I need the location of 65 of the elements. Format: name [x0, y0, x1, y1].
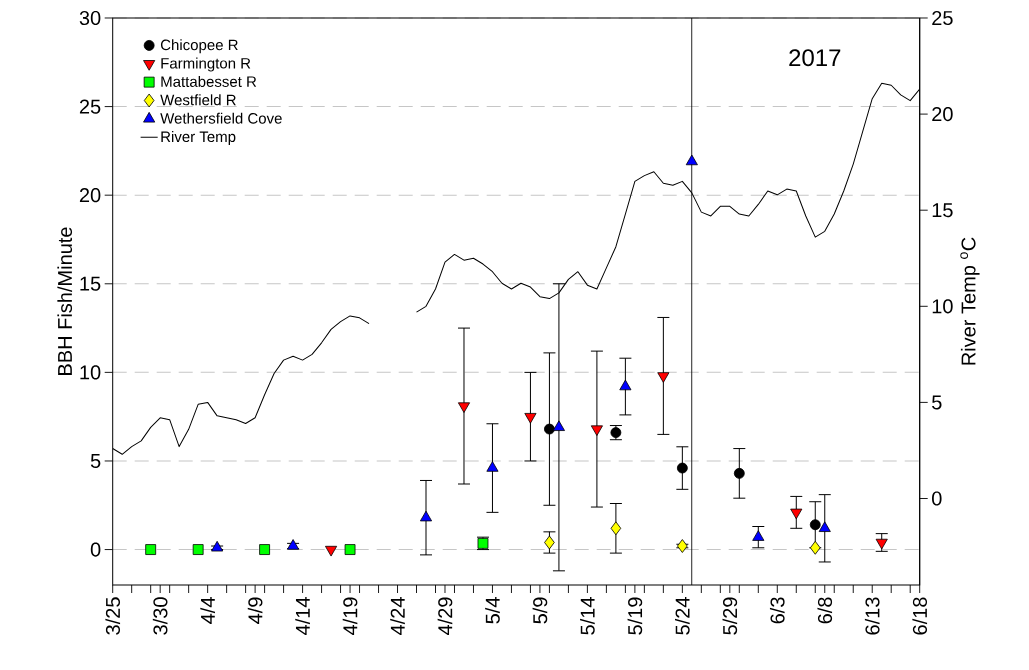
x-tick-label: 5/14 — [580, 597, 595, 635]
x-tick-label: 6/8 — [817, 597, 833, 624]
point — [809, 519, 821, 531]
point — [544, 535, 555, 550]
point — [676, 462, 688, 474]
x-tick-label: 4/14 — [295, 597, 310, 636]
point — [344, 544, 356, 555]
y2-tick-label: 15 — [932, 203, 953, 218]
legend-label: Chicopee R — [160, 39, 238, 54]
legend-label: Wethersfield Cove — [160, 112, 282, 124]
y-tick-label: 5 — [90, 454, 101, 468]
annotation: 2017 — [789, 49, 841, 67]
point — [790, 508, 803, 520]
point — [752, 530, 765, 541]
point — [486, 461, 499, 472]
point — [619, 379, 632, 391]
legend-label: Mattabesset R — [161, 75, 257, 87]
y2-tick-label: 0 — [932, 491, 942, 506]
point — [818, 521, 831, 532]
point — [685, 154, 698, 166]
y-tick-label: 30 — [79, 10, 101, 26]
point — [457, 402, 471, 413]
x-tick-label: 5/19 — [627, 597, 643, 635]
point — [657, 372, 670, 383]
y2-tick-label: 25 — [932, 10, 953, 26]
x-tick-label: 4/9 — [247, 597, 263, 624]
y-tick-label: 0 — [90, 542, 101, 557]
x-tick-label: 3/30 — [152, 597, 168, 635]
x-tick-label: 5/4 — [485, 597, 500, 624]
point — [325, 545, 338, 557]
y-tick-label: 10 — [80, 365, 101, 380]
point — [552, 420, 565, 431]
legend-label: Westfield R — [160, 94, 236, 106]
y2-tick-label: 5 — [932, 395, 942, 410]
x-tick-label: 6/13 — [864, 597, 880, 635]
x-tick-label: 3/25 — [105, 597, 121, 635]
y-axis-title: BBH Fish/Minute — [57, 227, 73, 375]
x-tick-label: 6/3 — [769, 597, 785, 624]
y-tick-label: 15 — [80, 276, 101, 291]
x-tick-label: 5/9 — [532, 597, 548, 624]
x-tick-label: 6/18 — [912, 597, 928, 635]
point — [211, 540, 224, 552]
x-tick-label: 4/4 — [200, 597, 215, 624]
point — [192, 544, 204, 555]
point — [733, 467, 745, 479]
point — [590, 425, 603, 436]
x-tick-label: 5/24 — [675, 597, 690, 635]
y-tick-label: 25 — [79, 99, 101, 114]
x-tick-label: 4/29 — [437, 597, 453, 636]
x-tick-label: 4/24 — [390, 597, 405, 636]
legend-label: Farmington R — [161, 57, 251, 72]
point — [809, 540, 821, 555]
x-tick-label: 5/29 — [722, 597, 738, 635]
point — [145, 544, 157, 555]
point — [677, 539, 688, 553]
y2-tick-label: 10 — [932, 299, 953, 314]
x-tick-label: 4/19 — [342, 597, 358, 636]
y-tick-label: 20 — [79, 188, 101, 203]
point — [419, 510, 433, 522]
point — [259, 544, 270, 555]
point — [544, 423, 555, 435]
legend-label: River Temp — [161, 131, 236, 146]
y2-axis-title: River Temp $^{o}$C — [960, 237, 980, 365]
point — [610, 521, 622, 536]
y2-tick-label: 20 — [932, 107, 953, 122]
